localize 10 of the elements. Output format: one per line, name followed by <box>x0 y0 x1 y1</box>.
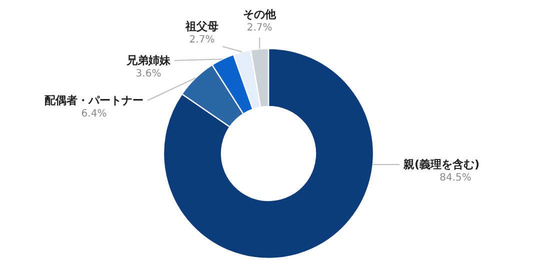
slice-label: 配偶者・パートナー <box>44 94 144 107</box>
slice-label: その他 <box>243 8 278 21</box>
data-label: 2.7% <box>189 34 215 46</box>
data-label: 84.5% <box>440 172 472 184</box>
slice-label: 兄弟姉妹 <box>126 54 172 67</box>
data-label: 6.4% <box>81 108 107 120</box>
data-label: 3.6% <box>136 68 162 80</box>
data-label: 2.7% <box>246 22 272 34</box>
slice-label: 祖父母 <box>184 20 218 33</box>
slice-label: 親(義理を含む) <box>402 158 480 171</box>
